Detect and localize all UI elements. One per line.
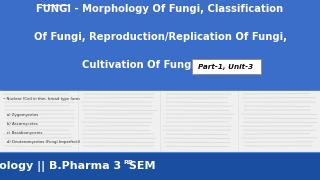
Text: b) Ascomycetes: b) Ascomycetes (3, 122, 38, 126)
Text: Microbiology || B.Pharma 3: Microbiology || B.Pharma 3 (0, 161, 122, 172)
Text: RD: RD (123, 160, 133, 165)
Text: Of Fungi, Reproduction/Replication Of Fungi,: Of Fungi, Reproduction/Replication Of Fu… (34, 32, 286, 42)
Text: c) Basidiomycetes: c) Basidiomycetes (3, 131, 42, 135)
Text: FUNGI - Morphology Of Fungi, Classification: FUNGI - Morphology Of Fungi, Classificat… (36, 4, 284, 14)
Text: d) Deuteromycetes (Fungi Imperfecti): d) Deuteromycetes (Fungi Imperfecti) (3, 140, 80, 144)
Text: SEM: SEM (125, 161, 155, 171)
Text: a) Zygomycetes: a) Zygomycetes (3, 113, 38, 117)
Text: Part-1, Unit-3: Part-1, Unit-3 (198, 64, 253, 70)
Text: • Nuclear (Coil in thin, broad type form: • Nuclear (Coil in thin, broad type form (3, 97, 80, 101)
Bar (0, 0, 320, 90)
Bar (0, 90, 320, 152)
Text: Cultivation Of Fungi: Cultivation Of Fungi (82, 60, 195, 70)
FancyBboxPatch shape (191, 59, 260, 74)
Bar (0, 152, 320, 180)
